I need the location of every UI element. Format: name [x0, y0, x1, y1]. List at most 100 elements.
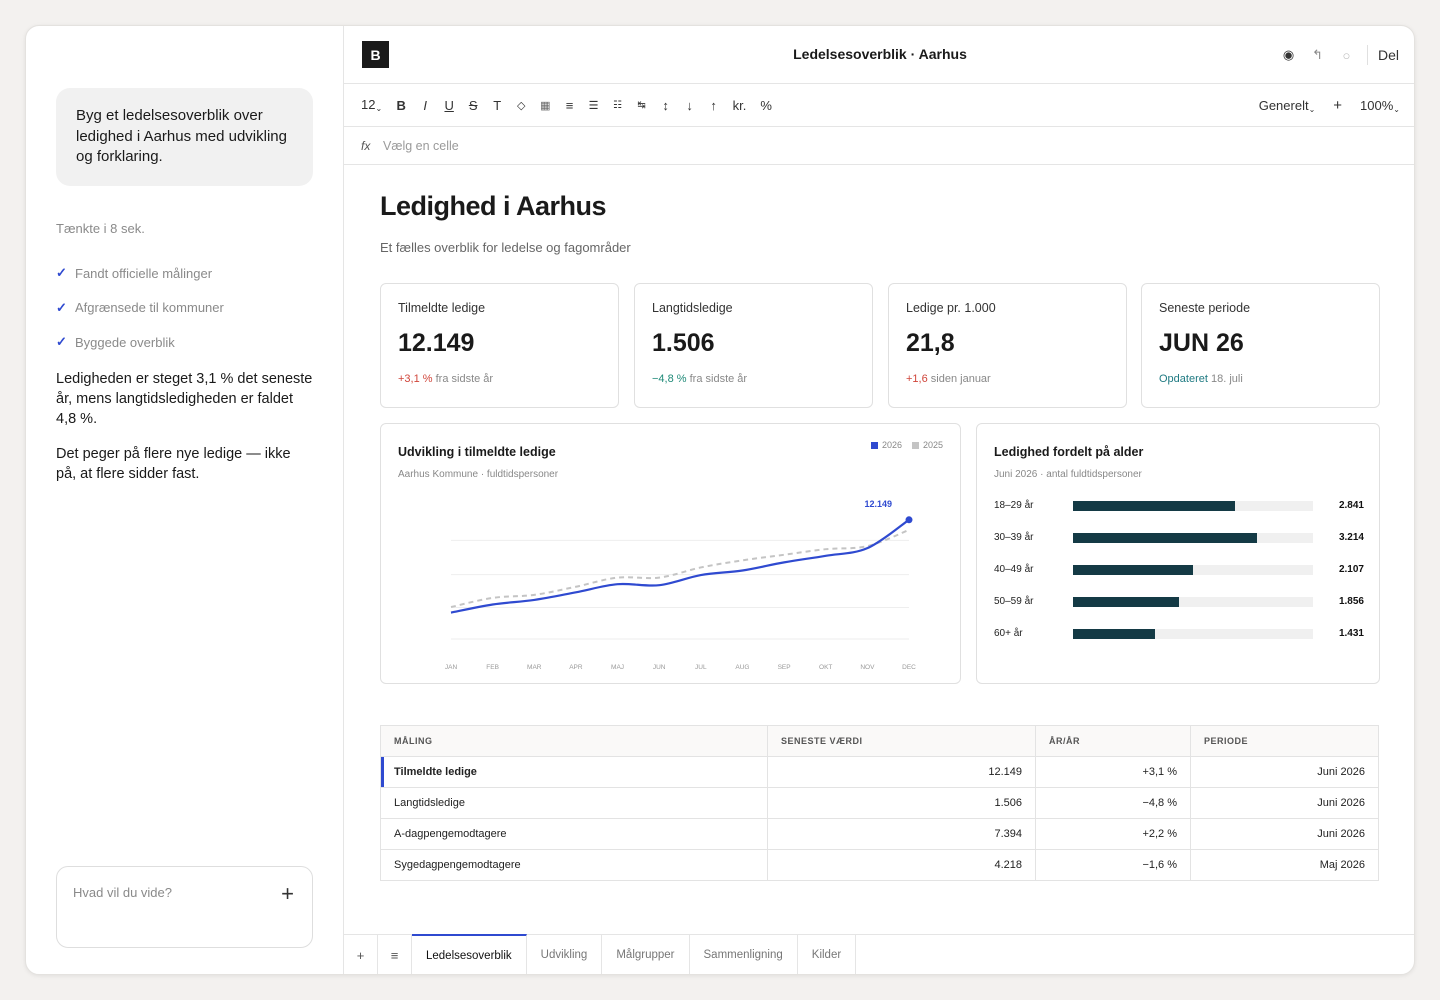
bar	[1073, 565, 1194, 575]
strikethrough-icon[interactable]: S	[468, 97, 478, 113]
x-tick-label: SEP	[778, 664, 791, 671]
bar-value-label: 1.856	[1338, 596, 1364, 607]
undo-icon[interactable]: ↰	[1312, 47, 1323, 62]
kpi-footer: Opdateret 18. juli	[1159, 373, 1362, 385]
row-height-icon[interactable]: ↕	[662, 97, 669, 113]
bar	[1073, 501, 1236, 511]
table-cell[interactable]: +3,1 %	[1035, 756, 1191, 788]
circle-icon[interactable]: ○	[1342, 47, 1351, 63]
step-item: ✓ Afgrænsede til kommuner	[56, 291, 224, 326]
table-row[interactable]: A-dagpengemodtagere 7.394 +2,2 % Juni 20…	[380, 818, 1379, 850]
x-tick-label: FEB	[486, 664, 499, 671]
document-title: Ledelsesoverblik · Aarhus	[793, 46, 967, 62]
italic-icon[interactable]: I	[423, 97, 427, 113]
add-sheet-icon[interactable]: +	[344, 935, 378, 974]
table-cell[interactable]: 12.149	[767, 756, 1036, 788]
table-cell[interactable]: 4.218	[767, 849, 1036, 881]
table-cell[interactable]: +2,2 %	[1035, 818, 1191, 850]
text-color-icon[interactable]: T	[493, 97, 502, 113]
kpi-card[interactable]: Ledige pr. 1.000 21,8 +1,6 siden januar	[888, 283, 1127, 408]
table-cell[interactable]: Juni 2026	[1190, 756, 1379, 788]
kpi-note: fra sidste år	[689, 373, 748, 385]
kpi-label: Tilmeldte ledige	[398, 301, 486, 315]
table-cell[interactable]: −4,8 %	[1035, 787, 1191, 819]
font-size-select[interactable]: 12⌄	[361, 97, 382, 113]
sort-descending-icon[interactable]: ↓	[686, 97, 693, 113]
sort-ascending-icon[interactable]: ↑	[710, 97, 717, 113]
chart-subtitle: Aarhus Kommune · fuldtidspersoner	[398, 469, 559, 480]
table-cell[interactable]: Tilmeldte ledige	[380, 756, 768, 788]
table-cell[interactable]: Langtidsledige	[380, 787, 768, 819]
app-logo[interactable]: B	[362, 41, 389, 68]
number-format-select[interactable]: Generelt⌄	[1259, 98, 1316, 114]
thinking-status[interactable]: Tænkte i 8 sek.	[56, 221, 145, 236]
step-label: Byggede overblik	[75, 334, 175, 350]
tab-malgrupper[interactable]: Målgrupper	[602, 935, 690, 974]
table-cell[interactable]: Sygedagpengemodtagere	[380, 849, 768, 881]
table-row[interactable]: Sygedagpengemodtagere 4.218 −1,6 % Maj 2…	[380, 849, 1379, 881]
borders-icon[interactable]: ▦	[540, 99, 551, 112]
sheet-content: Ledighed i Aarhus Et fælles overblik for…	[380, 191, 1380, 881]
table-cell[interactable]: Maj 2026	[1190, 849, 1379, 881]
align-left-icon[interactable]: ≡	[565, 97, 574, 113]
kpi-card[interactable]: Langtidsledige 1.506 −4,8 % fra sidste å…	[634, 283, 873, 408]
kpi-value: JUN 26	[1159, 329, 1244, 357]
table-cell[interactable]: 1.506	[767, 787, 1036, 819]
tab-udvikling[interactable]: Udvikling	[527, 935, 603, 974]
column-header[interactable]: MÅLING	[380, 725, 768, 757]
zoom-value: 100%	[1360, 97, 1394, 113]
table-header-row: MÅLING SENESTE VÆRDI ÅR/ÅR PERIODE	[380, 725, 1379, 757]
underline-icon[interactable]: U	[444, 97, 454, 113]
line-chart: 12.149 JAN FEB MAR APR MAJ JUN JUL AUG SEP OKT NOV D…	[445, 499, 916, 671]
line-chart-card[interactable]: Udvikling i tilmeldte ledige Aarhus Komm…	[380, 423, 961, 684]
bar-row: 30–39 år 3.214	[994, 531, 1364, 563]
table-cell[interactable]: 7.394	[767, 818, 1036, 850]
bar-track	[1073, 501, 1313, 511]
kpi-card[interactable]: Seneste periode JUN 26 Opdateret 18. jul…	[1141, 283, 1380, 408]
x-tick-label: DEC	[902, 664, 916, 671]
align-center-icon[interactable]: ☰	[588, 99, 599, 112]
column-header[interactable]: SENESTE VÆRDI	[767, 725, 1036, 757]
page-title: Ledighed i Aarhus	[380, 191, 607, 221]
table-cell[interactable]: Juni 2026	[1190, 818, 1379, 850]
legend-item: 2025	[911, 440, 943, 450]
table-row[interactable]: Langtidsledige 1.506 −4,8 % Juni 2026	[380, 787, 1379, 819]
column-header[interactable]: ÅR/ÅR	[1035, 725, 1191, 757]
share-button[interactable]: Del	[1377, 47, 1399, 63]
add-icon[interactable]: +	[1333, 97, 1343, 114]
zoom-select[interactable]: 100%⌄	[1360, 98, 1400, 114]
column-header[interactable]: PERIODE	[1190, 725, 1379, 757]
chevron-down-icon: ⌄	[1308, 104, 1316, 114]
bar-label: 50–59 år	[994, 596, 1034, 607]
tab-sammenligning[interactable]: Sammenligning	[690, 935, 798, 974]
metrics-table: MÅLING SENESTE VÆRDI ÅR/ÅR PERIODE Tilme…	[380, 725, 1379, 881]
x-tick-label: MAR	[527, 664, 542, 671]
add-icon[interactable]: +	[281, 881, 294, 906]
bar-row: 18–29 år 2.841	[994, 499, 1364, 531]
table-cell[interactable]: −1,6 %	[1035, 849, 1191, 881]
kpi-note: fra sidste år	[435, 373, 494, 385]
bar-chart-card[interactable]: Ledighed fordelt på alder Juni 2026 · an…	[976, 423, 1380, 684]
currency-format-button[interactable]: kr.	[732, 97, 747, 113]
table-cell[interactable]: Juni 2026	[1190, 787, 1379, 819]
table-row[interactable]: Tilmeldte ledige 12.149 +3,1 % Juni 2026	[380, 756, 1379, 788]
x-tick-label: JUL	[695, 664, 707, 671]
percent-format-button[interactable]: %	[760, 97, 772, 113]
bar	[1073, 629, 1155, 639]
kpi-label: Langtidsledige	[652, 301, 733, 315]
table-cell[interactable]: A-dagpengemodtagere	[380, 818, 768, 850]
x-tick-label: OKT	[819, 664, 832, 671]
formula-input[interactable]	[383, 138, 683, 153]
kpi-card[interactable]: Tilmeldte ledige 12.149 +3,1 % fra sidst…	[380, 283, 619, 408]
fill-color-icon[interactable]: ◇	[516, 99, 526, 112]
chat-input[interactable]	[73, 885, 253, 900]
step-list: ✓ Fandt officielle målinger ✓ Afgrænsede t…	[56, 256, 224, 360]
bold-icon[interactable]: B	[396, 97, 406, 113]
record-icon[interactable]: ◉	[1282, 47, 1295, 62]
sheet-list-icon[interactable]: ≡	[378, 935, 412, 974]
merge-cells-icon[interactable]: ☷	[613, 99, 623, 111]
tab-ledelsesoverblik[interactable]: Ledelsesoverblik	[412, 934, 527, 974]
kpi-row: Tilmeldte ledige 12.149 +3,1 % fra sidst…	[380, 283, 1380, 408]
wrap-text-icon[interactable]: ↹	[637, 99, 646, 111]
tab-kilder[interactable]: Kilder	[798, 935, 857, 974]
